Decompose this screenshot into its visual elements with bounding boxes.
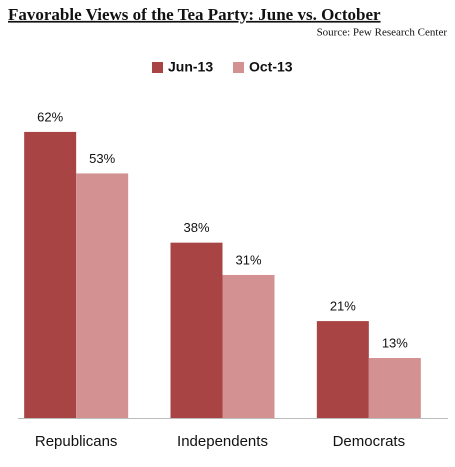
legend-label: Oct-13 — [249, 59, 293, 75]
value-label: 38% — [183, 220, 209, 235]
bar — [170, 242, 223, 418]
chart-subtitle: Source: Pew Research Center — [317, 27, 448, 39]
chart-title: Favorable Views of the Tea Party: June v… — [8, 5, 381, 24]
bar — [76, 173, 129, 418]
legend-swatch — [233, 62, 244, 73]
bar — [222, 274, 275, 418]
value-label: 31% — [235, 252, 261, 267]
value-label: 53% — [89, 151, 115, 166]
x-tick-label: Independents — [177, 433, 268, 450]
bar — [24, 131, 77, 418]
legend-label: Jun-13 — [168, 59, 213, 75]
legend-swatch — [152, 62, 163, 73]
x-tick-label: Republicans — [35, 433, 118, 450]
value-label: 13% — [382, 335, 408, 350]
x-tick-label: Democrats — [333, 433, 406, 450]
bar — [316, 321, 369, 418]
value-label: 62% — [37, 109, 63, 124]
value-label: 21% — [330, 299, 356, 314]
bar — [368, 358, 421, 418]
